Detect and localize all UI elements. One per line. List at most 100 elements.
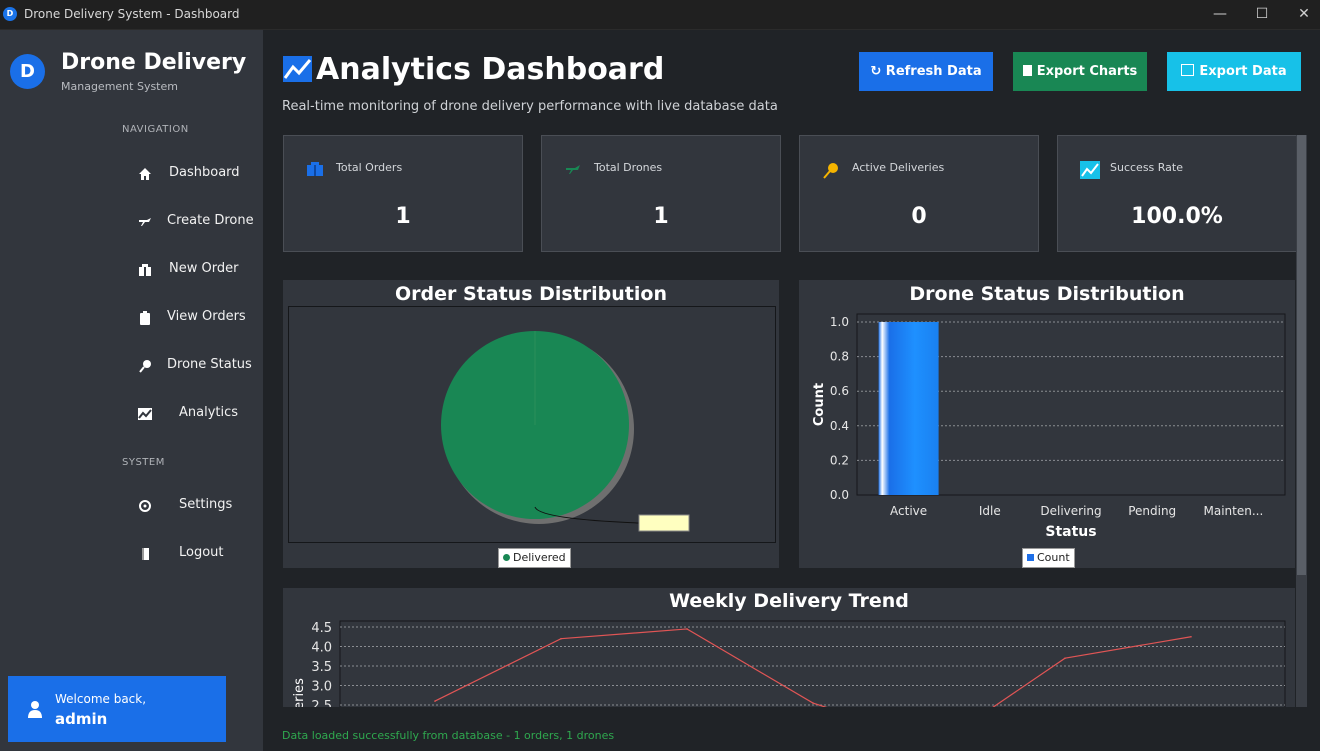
- bar-chart: 0.0 0.2 0.4 0.6 0.8 1.0 Active Idle Delivering Pe…: [812, 313, 1286, 540]
- sidebar-item-label: Analytics: [179, 405, 239, 420]
- legend-label: Delivered: [513, 551, 566, 564]
- app-icon: D: [3, 7, 17, 21]
- export-icon: [1181, 64, 1195, 76]
- export-charts-button[interactable]: Export Charts: [1013, 52, 1147, 91]
- y-tick-label: 0.0: [830, 488, 849, 502]
- sidebar-item-label: Create Drone: [167, 213, 254, 228]
- trend-point: [686, 628, 688, 630]
- y-tick-label: 0.6: [830, 384, 849, 398]
- page-subtitle: Real-time monitoring of drone delivery p…: [282, 99, 778, 114]
- sidebar-item-label: Drone Status: [167, 357, 252, 372]
- line-plot-area: [339, 620, 1286, 707]
- export-data-label: Export Data: [1199, 64, 1287, 79]
- y-axis-label: eries: [292, 678, 307, 707]
- sidebar: D Drone Delivery Management System NAVIG…: [0, 30, 263, 751]
- username: admin: [55, 710, 108, 728]
- clipboard-icon: [140, 311, 150, 325]
- drone-icon: [566, 165, 580, 174]
- logout-icon: [142, 548, 149, 560]
- stat-value: 0: [911, 204, 927, 229]
- stat-card-total-orders: Total Orders 1: [283, 135, 523, 252]
- y-tick-label: 0.8: [830, 350, 849, 364]
- drone-status-panel: Drone Status Distribution 0.0 0.2 0.4 0.6 0.…: [799, 280, 1295, 568]
- y-tick-label: 0.4: [830, 419, 849, 433]
- y-tick-label: 3.5: [311, 660, 332, 675]
- sidebar-item-new-order[interactable]: New Order: [130, 255, 260, 285]
- sidebar-item-settings[interactable]: Settings: [130, 491, 260, 521]
- maximize-button[interactable]: ☐: [1255, 6, 1269, 22]
- sidebar-item-create-drone[interactable]: Create Drone: [130, 207, 260, 237]
- chart-icon: [138, 408, 152, 420]
- window-titlebar: D Drone Delivery System - Dashboard — ☐ …: [0, 0, 1320, 30]
- bar-legend: Count: [1022, 548, 1075, 568]
- sidebar-item-label: View Orders: [167, 309, 246, 324]
- status-message: Data loaded successfully from database -…: [282, 729, 615, 742]
- legend-marker: [503, 554, 510, 561]
- chart-title: Order Status Distribution: [395, 283, 667, 305]
- y-tick-label: 4.5: [311, 621, 332, 636]
- scrollbar-thumb[interactable]: [1297, 135, 1306, 575]
- chart-title: Weekly Delivery Trend: [669, 590, 909, 612]
- stat-label: Total Orders: [336, 161, 403, 174]
- sidebar-item-analytics[interactable]: Analytics: [130, 399, 260, 429]
- y-tick-label: 3.0: [311, 680, 332, 695]
- sidebar-item-dashboard[interactable]: Dashboard: [130, 159, 260, 189]
- trend-point: [560, 637, 562, 640]
- refresh-data-button[interactable]: ↻ Refresh Data: [859, 52, 993, 91]
- legend-marker: [1027, 554, 1034, 561]
- y-tick-label: 0.2: [830, 453, 849, 467]
- sidebar-item-drone-status[interactable]: Drone Status: [130, 351, 260, 381]
- sidebar-item-label: Logout: [179, 545, 224, 560]
- minimize-button[interactable]: —: [1213, 6, 1227, 22]
- x-tick-label: Idle: [979, 504, 1001, 518]
- line-chart: 2.5 3.0 3.5 4.0 4.5 eries: [292, 620, 1286, 707]
- user-icon: [28, 701, 42, 718]
- gear-icon: [139, 500, 151, 512]
- y-tick-label: 1.0: [830, 315, 849, 329]
- sidebar-item-logout[interactable]: Logout: [130, 539, 260, 569]
- pie-label-connector: [534, 506, 640, 524]
- sidebar-item-label: New Order: [169, 261, 239, 276]
- pie-chart: [441, 331, 690, 532]
- sidebar-item-label: Settings: [179, 497, 233, 512]
- sidebar-item-label: Dashboard: [169, 165, 240, 180]
- chart-icon: [1080, 161, 1100, 179]
- pie-plot-area: [288, 306, 776, 543]
- stat-label: Total Drones: [594, 161, 663, 174]
- export-charts-label: Export Charts: [1036, 64, 1138, 79]
- nav-section-label: NAVIGATION: [122, 124, 189, 135]
- close-button[interactable]: ✕: [1298, 6, 1310, 22]
- stat-label: Active Deliveries: [852, 161, 945, 174]
- stat-value: 1: [395, 204, 411, 229]
- stat-card-active-deliveries: Active Deliveries 0: [799, 135, 1039, 252]
- package-icon: [139, 264, 151, 276]
- stat-value: 1: [653, 204, 669, 229]
- weekly-trend-panel: Weekly Delivery Trend 2.5 3.0 3.5 4.0 4.5 eri…: [283, 588, 1295, 707]
- stat-card-total-drones: Total Drones 1: [541, 135, 781, 252]
- x-axis-label: Status: [1045, 524, 1096, 540]
- legend-label: Count: [1037, 551, 1070, 564]
- logo-icon: D: [10, 54, 45, 89]
- chart-title: Drone Status Distribution: [909, 283, 1185, 305]
- bar: [878, 322, 939, 495]
- y-tick-label: 2.5: [311, 699, 332, 707]
- scrollbar[interactable]: [1296, 135, 1307, 707]
- sidebar-item-view-orders[interactable]: View Orders: [130, 303, 260, 333]
- pie-legend: Delivered: [498, 548, 571, 568]
- x-tick-label: Active: [890, 504, 927, 518]
- pin-icon: [139, 360, 151, 373]
- clipboard-icon: [1022, 65, 1032, 76]
- stat-card-success-rate: Success Rate 100.0%: [1057, 135, 1297, 252]
- stat-label: Success Rate: [1110, 161, 1183, 174]
- x-tick-label: Mainten...: [1204, 504, 1264, 518]
- welcome-panel: Welcome back, admin: [8, 676, 226, 742]
- page-title: Analytics Dashboard: [316, 52, 665, 87]
- window-title: Drone Delivery System - Dashboard: [24, 7, 240, 21]
- y-axis-label: Count: [812, 383, 827, 426]
- brand-title: Drone Delivery: [61, 50, 247, 75]
- trend-point: [434, 700, 436, 702]
- export-data-button[interactable]: Export Data: [1167, 52, 1301, 91]
- analytics-icon: [283, 56, 312, 82]
- drone-icon: [139, 218, 151, 226]
- welcome-text: Welcome back,: [55, 692, 147, 706]
